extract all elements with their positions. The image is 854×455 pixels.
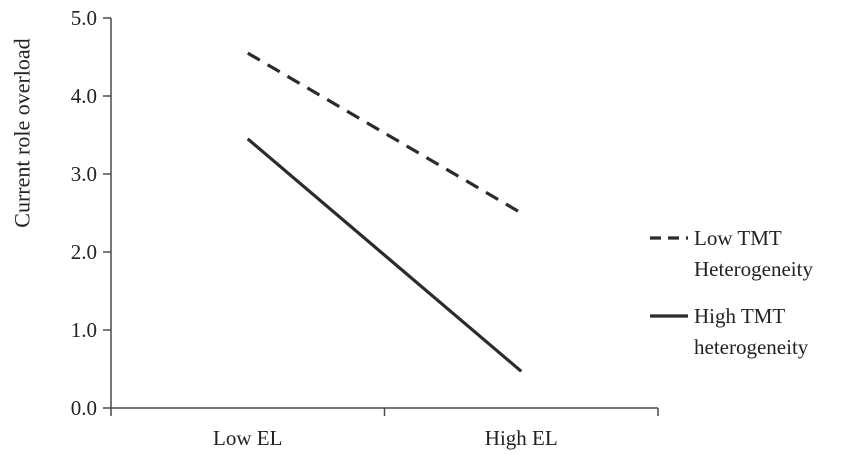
y-axis-title: Current role overload <box>10 38 35 227</box>
axes: 0.0 1.0 2.0 3.0 4.0 5.0 Low EL High EL Current… <box>10 6 659 450</box>
x-tick-label: High EL <box>485 426 558 450</box>
series-layer <box>246 51 523 373</box>
series-line-high-tmt-heterogeneity <box>246 137 523 373</box>
legend: Low TMT Heterogeneity High TMT heterogeneit… <box>650 226 813 359</box>
series-line-low-tmt-heterogeneity <box>246 51 523 215</box>
y-tick-label: 2.0 <box>71 240 97 264</box>
x-tick-label: Low EL <box>213 426 282 450</box>
y-tick-label: 5.0 <box>71 6 97 30</box>
legend-label: High TMT <box>694 304 785 328</box>
y-tick-label: 1.0 <box>71 318 97 342</box>
x-ticks: Low EL High EL <box>110 408 659 450</box>
legend-label: Heterogeneity <box>694 257 813 281</box>
y-tick-label: 4.0 <box>71 84 97 108</box>
y-tick-label: 3.0 <box>71 162 97 186</box>
y-ticks: 0.0 1.0 2.0 3.0 4.0 5.0 <box>71 6 111 420</box>
y-tick-label: 0.0 <box>71 396 97 420</box>
legend-label: heterogeneity <box>694 335 809 359</box>
legend-label: Low TMT <box>694 226 782 250</box>
